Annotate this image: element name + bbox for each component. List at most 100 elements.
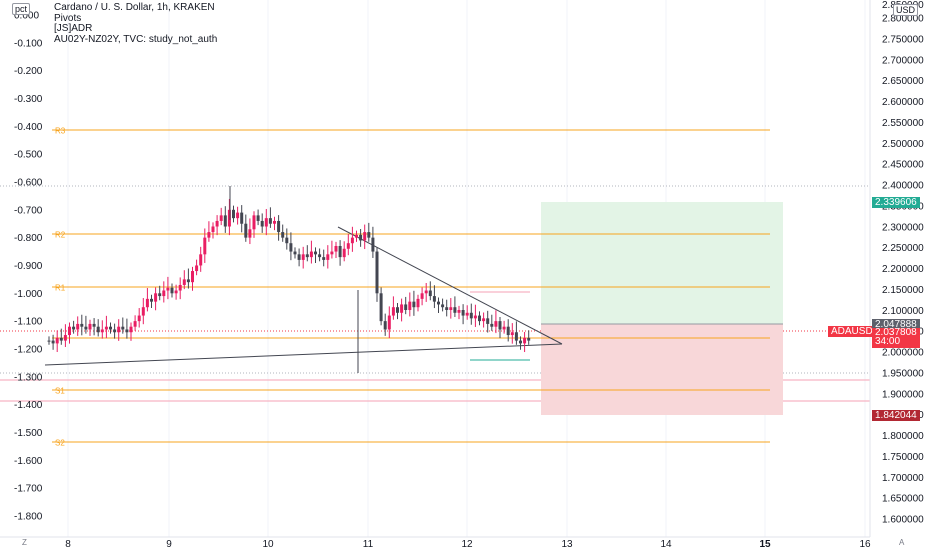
right-price-scale[interactable]: 2.8500002.8000002.7500002.7000002.650000…: [869, 0, 924, 537]
candle-body: [137, 315, 141, 322]
candle-body: [203, 237, 207, 255]
candle-body: [465, 312, 469, 316]
candle-body: [297, 254, 301, 260]
candle-body: [441, 304, 445, 308]
candle-body: [227, 209, 231, 227]
candle-body: [408, 301, 412, 310]
candle-body: [256, 215, 260, 221]
candle-body: [383, 321, 387, 330]
pivot-label-s1: S1: [55, 387, 65, 396]
candle-body: [170, 287, 174, 294]
right-scale-tick: 2.500000: [882, 139, 924, 150]
candle-body: [129, 326, 133, 333]
candle-body: [59, 337, 63, 341]
candlestick-series: [47, 186, 531, 373]
candle-body: [55, 337, 59, 344]
candle-body: [355, 234, 358, 238]
left-scale-tick: -0.200: [14, 66, 43, 77]
candle-body: [371, 237, 375, 252]
left-scale-tick: -1.000: [14, 289, 43, 300]
candle-body: [104, 326, 108, 330]
support-trendline: [44, 343, 563, 366]
candle-body: [412, 301, 416, 308]
candle-body: [121, 326, 125, 330]
left-scale-unit-label[interactable]: pct: [12, 3, 31, 15]
study-spread[interactable]: AU02Y-NZ02Y, TVC: study_not_auth: [54, 33, 218, 45]
candle-body: [498, 321, 502, 330]
candle-body: [478, 315, 481, 322]
symbol-title[interactable]: Cardano / U. S. Dollar, 1h, KRAKEN: [54, 2, 215, 13]
candle-body: [514, 332, 518, 341]
candle-body: [293, 251, 297, 255]
left-scale-tick: -0.700: [14, 205, 43, 216]
candle-body: [260, 220, 264, 227]
study-pivots[interactable]: Pivots: [54, 12, 82, 24]
timezone-toggle[interactable]: Z: [22, 538, 27, 547]
candle-body: [96, 326, 100, 333]
right-scale-tick: 2.100000: [882, 306, 924, 317]
candle-body: [449, 307, 453, 310]
time-scale-tick: 11: [363, 539, 374, 550]
candle-body: [437, 301, 440, 305]
time-scale[interactable]: 8 9 10 11 12 13 14 15 16: [0, 536, 871, 550]
left-scale-tick: -1.700: [14, 484, 43, 495]
candle-body: [162, 290, 166, 297]
left-scale-tick: -0.100: [14, 38, 43, 49]
time-scale-tick: 9: [166, 539, 172, 550]
candle-body: [211, 226, 215, 233]
candle-body: [428, 290, 432, 297]
candle-body: [473, 315, 477, 319]
right-scale-tick: 1.900000: [882, 389, 924, 400]
left-scale-tick: -0.400: [14, 122, 43, 133]
candle-body: [391, 307, 395, 316]
left-scale-tick: -1.400: [14, 400, 43, 411]
right-scale-tick: 1.650000: [882, 494, 924, 505]
current-price-value: 2.037808: [875, 327, 917, 338]
left-price-scale[interactable]: 0.000 -0.100 -0.200 -0.300 -0.400 -0.500 -0.60…: [14, 11, 43, 523]
candle-body: [154, 293, 158, 302]
candle-body: [387, 315, 391, 330]
candle-body: [63, 335, 67, 341]
candle-body: [322, 257, 326, 260]
candle-body: [88, 323, 92, 330]
candle-body: [264, 218, 268, 227]
right-scale-tick: 1.600000: [882, 515, 924, 526]
right-scale-tick: 2.800000: [882, 14, 924, 25]
left-scale-tick: -0.500: [14, 150, 43, 161]
candle-body: [219, 215, 223, 221]
candle-body: [523, 337, 527, 344]
right-scale-tick: 2.200000: [882, 264, 924, 275]
candle-body: [309, 251, 313, 258]
candle-body: [445, 307, 449, 310]
candle-body: [519, 340, 522, 344]
candle-body: [174, 290, 178, 294]
candle-body: [510, 332, 514, 336]
candle-body: [461, 309, 465, 316]
candle-body: [113, 329, 117, 333]
resistance-trendline: [337, 226, 563, 345]
candle-body: [375, 251, 379, 294]
candle-body: [281, 232, 285, 238]
study-adr[interactable]: [JS]ADR: [54, 23, 93, 34]
auto-scale-toggle[interactable]: A: [899, 538, 905, 547]
currency-label[interactable]: USD: [893, 4, 919, 16]
trendlines[interactable]: [44, 226, 563, 366]
candle-body: [195, 265, 199, 272]
candle-body: [150, 298, 153, 302]
candle-body: [76, 323, 80, 330]
left-scale-tick: -1.200: [14, 344, 43, 355]
candle-body: [350, 237, 354, 244]
left-scale-tick: -1.100: [14, 317, 43, 328]
candle-body: [346, 243, 350, 249]
right-scale-tick: 2.700000: [882, 55, 924, 66]
candle-body: [248, 229, 252, 238]
left-scale-tick: -1.300: [14, 372, 43, 383]
right-scale-tick: 1.800000: [882, 431, 924, 442]
candle-body: [232, 209, 235, 219]
right-scale-tick: 2.600000: [882, 97, 924, 108]
risk-reward-tool[interactable]: [541, 202, 783, 415]
candle-body: [191, 271, 194, 283]
candle-body: [182, 279, 186, 285]
right-scale-tick: 1.950000: [882, 368, 924, 379]
